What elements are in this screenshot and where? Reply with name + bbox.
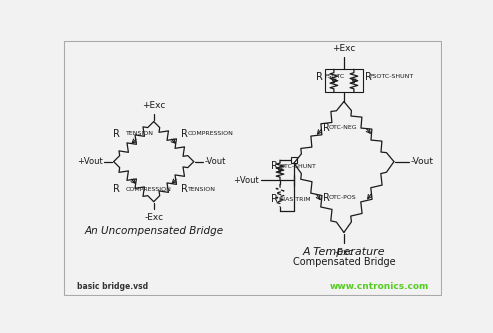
Text: +Vout: +Vout (234, 175, 259, 184)
Text: +Exc: +Exc (332, 44, 355, 53)
Bar (325, 69, 363, 92)
Text: TENSION: TENSION (126, 132, 154, 137)
Text: R: R (316, 72, 323, 82)
Text: Compensated Bridge: Compensated Bridge (292, 257, 395, 267)
Text: basic bridge.vsd: basic bridge.vsd (77, 282, 148, 291)
Text: FSOTC: FSOTC (325, 74, 345, 79)
Text: BIAS TRIM: BIAS TRIM (279, 197, 311, 202)
Text: OTC-NEG: OTC-NEG (329, 125, 357, 130)
Text: R: R (323, 123, 330, 133)
Text: R: R (271, 194, 278, 204)
FancyBboxPatch shape (65, 42, 441, 295)
Text: A Temperature: A Temperature (303, 247, 385, 257)
Text: -Exc: -Exc (334, 248, 353, 257)
Text: TENSION: TENSION (188, 187, 215, 192)
Bar (291, 157, 297, 163)
Text: FSOTC-SHUNT: FSOTC-SHUNT (369, 74, 414, 79)
Text: www.cntronics.com: www.cntronics.com (329, 282, 428, 291)
Text: -Vout: -Vout (411, 157, 434, 166)
Text: R: R (271, 161, 278, 171)
Text: -Exc: -Exc (144, 213, 163, 222)
Text: +Exc: +Exc (142, 101, 166, 110)
Text: R: R (323, 193, 330, 203)
Text: OTC-POS: OTC-POS (329, 195, 356, 200)
Text: +Vout: +Vout (77, 157, 103, 166)
Text: R: R (113, 184, 120, 194)
Text: -Vout: -Vout (205, 157, 226, 166)
Text: COMPRESSION: COMPRESSION (188, 132, 234, 137)
Text: COMPRESSION: COMPRESSION (126, 187, 172, 192)
Text: R: R (113, 129, 120, 139)
Text: R: R (181, 129, 188, 139)
Text: OTC-SHUNT: OTC-SHUNT (279, 164, 316, 169)
Text: R: R (365, 72, 372, 82)
Text: R: R (181, 184, 188, 194)
Text: An Uncompensated Bridge: An Uncompensated Bridge (84, 226, 223, 236)
